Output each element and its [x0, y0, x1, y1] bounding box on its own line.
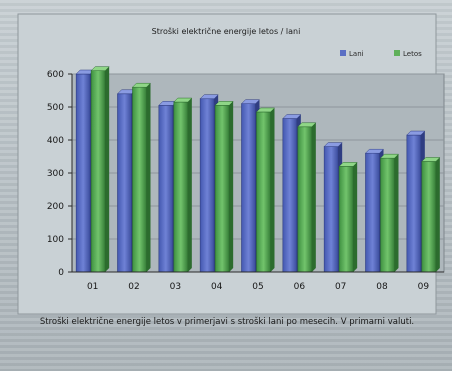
x-tick-label: 01: [87, 282, 98, 292]
x-tick-label: 06: [294, 282, 306, 292]
bar-letos-02: [131, 82, 152, 273]
x-tick-label: 03: [170, 282, 181, 292]
y-tick-label: 300: [47, 169, 64, 179]
chart-title: Stroški električne energije letos / lani: [152, 26, 301, 36]
y-tick-label: 600: [47, 70, 64, 80]
bar-letos-01: [90, 66, 110, 273]
legend: Lani Letos: [340, 50, 422, 58]
bar-letos-08: [379, 153, 400, 273]
x-tick-label: 04: [211, 282, 223, 292]
bar-letos-05: [255, 107, 276, 273]
x-tick-label: 08: [376, 282, 388, 292]
bar-letos-07: [338, 162, 358, 273]
y-tick-label: 400: [47, 136, 64, 146]
legend-label-letos: Letos: [403, 50, 422, 58]
bar-letos-06: [297, 122, 317, 273]
legend-label-lani: Lani: [349, 50, 364, 58]
x-tick-label: 09: [418, 282, 430, 292]
bar-letos-04: [214, 101, 234, 273]
legend-swatch-lani: [340, 50, 346, 56]
legend-swatch-letos: [394, 50, 400, 56]
y-tick-label: 100: [47, 235, 64, 245]
bar-letos-03: [173, 97, 193, 273]
y-tick-label: 500: [47, 103, 64, 113]
y-tick-label: 200: [47, 202, 64, 212]
x-tick-label: 07: [335, 282, 346, 292]
y-tick-label: 0: [58, 268, 64, 278]
x-tick-label: 02: [128, 282, 139, 292]
x-tick-label: 05: [252, 282, 263, 292]
bar-letos-09: [421, 157, 441, 273]
chart-caption: Stroški električne energije letos v prim…: [39, 317, 415, 327]
